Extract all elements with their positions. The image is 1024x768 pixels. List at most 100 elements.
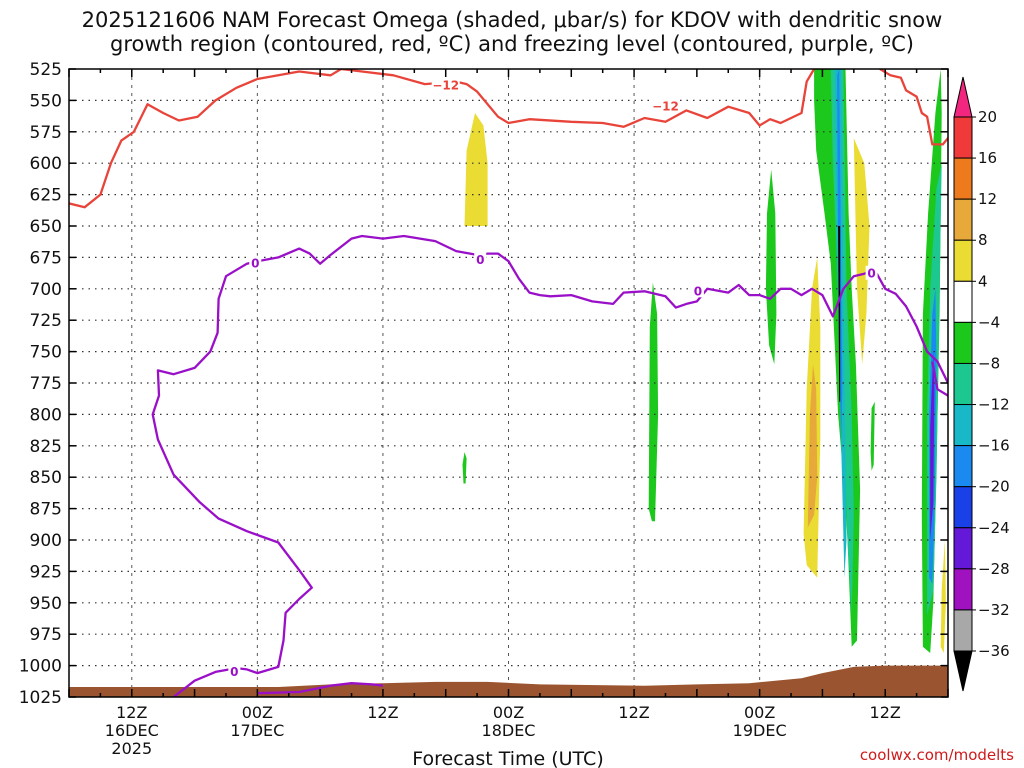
y-tick-label: 850: [30, 468, 62, 488]
x-tick-date: 19DEC: [733, 721, 787, 740]
omega-plus8-hour71: [807, 364, 818, 528]
colorbar-bottom-arrow: [953, 650, 973, 692]
y-tick-label: 975: [30, 625, 62, 645]
chart-title-line1: 2025121606 NAM Forecast Omega (shaded, μ…: [81, 8, 943, 32]
contour-label-bg: [651, 98, 680, 113]
colorbar-label: −20: [978, 478, 1010, 496]
y-tick-label: 750: [30, 343, 62, 363]
contour-freezing-level: [151, 234, 948, 697]
contour-label-bg: [474, 251, 487, 266]
y-tick-label: 600: [30, 154, 62, 174]
colorbar-label: 8: [978, 231, 988, 249]
colorbar-swatch: [953, 568, 973, 611]
y-tick-label: 800: [30, 405, 62, 425]
contour-dgz-top-2: [879, 69, 948, 146]
x-axis-title: Forecast Time (UTC): [412, 748, 603, 768]
y-tick-label: 675: [30, 248, 62, 268]
y-tick-label: 525: [30, 60, 62, 80]
y-tick-label: 950: [30, 594, 62, 614]
contour-freezing-level-right: [931, 361, 948, 397]
y-tick-label: 650: [30, 217, 62, 237]
contour-label: 0: [476, 253, 484, 267]
contour-label-bg: [431, 77, 460, 92]
contour-label-bg: [228, 663, 241, 678]
colorbar-swatch: [953, 404, 973, 447]
x-tick-date: 16DEC: [105, 721, 159, 740]
x-tick-year: 2025: [111, 739, 152, 758]
x-tick-label: 12Z: [367, 703, 398, 722]
omega-plus4-right2: [940, 540, 946, 653]
colorbar-swatch: [953, 609, 973, 652]
colorbar-label: −8: [978, 354, 1000, 372]
contour-label: 0: [251, 257, 259, 271]
y-tick-label: 725: [30, 311, 62, 331]
chart-title-line2: growth region (contoured, red, ºC) and f…: [110, 32, 914, 56]
x-tick-label: 12Z: [116, 703, 147, 722]
x-tick-label: 12Z: [618, 703, 649, 722]
y-tick-label: 925: [30, 562, 62, 582]
terrain: [69, 665, 948, 697]
contour-label: 0: [230, 665, 238, 679]
x-tick-date: 17DEC: [230, 721, 284, 740]
contour-label-bg: [865, 265, 878, 280]
credit-link[interactable]: coolwx.com/modelts: [860, 746, 1014, 764]
colorbar-swatch: [953, 116, 973, 159]
colorbar-label: 12: [978, 190, 997, 208]
y-tick-label: 575: [30, 123, 62, 143]
contour-labels: −12 −12 0 0 0 0 0: [228, 77, 878, 679]
y-tick-label: 900: [30, 531, 62, 551]
colorbar-swatch: [953, 198, 973, 241]
y-tick-label: 550: [30, 91, 62, 111]
colorbar-label: −12: [978, 396, 1010, 414]
y-tick-label: 775: [30, 374, 62, 394]
colorbar-label: −36: [978, 642, 1010, 660]
colorbar-swatch: [953, 239, 973, 282]
omega-minus32-core: [838, 226, 841, 402]
y-tick-label: 1000: [19, 657, 62, 677]
x-tick-date: 18DEC: [482, 721, 536, 740]
colorbar-swatch: [953, 527, 973, 570]
contour-label: 0: [694, 284, 702, 298]
x-tick-label: 00Z: [744, 703, 775, 722]
grid: [69, 69, 948, 697]
colorbar-label: 20: [978, 108, 997, 126]
y-tick-label: 1025: [19, 688, 62, 708]
x-tick-label: 12Z: [870, 703, 901, 722]
omega-minus4-hour67: [765, 169, 777, 365]
y-tick-label: 700: [30, 280, 62, 300]
colorbar-label: −4: [978, 313, 1000, 331]
y-tick-label: 625: [30, 186, 62, 206]
colorbar-label: 4: [978, 272, 988, 290]
x-tick-label: 00Z: [242, 703, 273, 722]
axes: [68, 68, 949, 698]
contour-label-bg: [691, 283, 704, 298]
omega-plus4-right: [853, 138, 870, 365]
colorbar-swatch: [953, 280, 973, 323]
contour-label: −12: [432, 78, 459, 92]
x-tick-label: 00Z: [493, 703, 524, 722]
colorbar-swatch: [953, 486, 973, 529]
contour-label-bg: [249, 255, 262, 270]
colorbar-swatch: [953, 445, 973, 488]
y-tick-label: 825: [30, 437, 62, 457]
omega-minus4-hour77: [870, 401, 875, 471]
omega-minus4-hour38: [462, 452, 467, 484]
colorbar-label: −16: [978, 437, 1010, 455]
colorbar-swatch: [953, 362, 973, 406]
omega-shading: [462, 69, 946, 653]
terrain-fill: [69, 665, 948, 697]
contour-freezing-level-low: [257, 682, 384, 695]
colorbar-label: 16: [978, 149, 997, 167]
colorbar-label: −32: [978, 601, 1010, 619]
colorbar-top-arrow: [953, 76, 973, 118]
colorbar-label: −24: [978, 519, 1010, 537]
y-tick-label: 875: [30, 500, 62, 520]
colorbar-swatch: [953, 157, 973, 200]
contour-label: −12: [652, 100, 679, 114]
omega-minus4-hour56: [648, 282, 659, 522]
colorbar-swatch: [953, 321, 973, 364]
colorbar-label: −28: [978, 560, 1010, 578]
y-tick-labels: 525 550 575 600 625 650 675 700 725 750 775 800 825 8…: [19, 60, 62, 708]
